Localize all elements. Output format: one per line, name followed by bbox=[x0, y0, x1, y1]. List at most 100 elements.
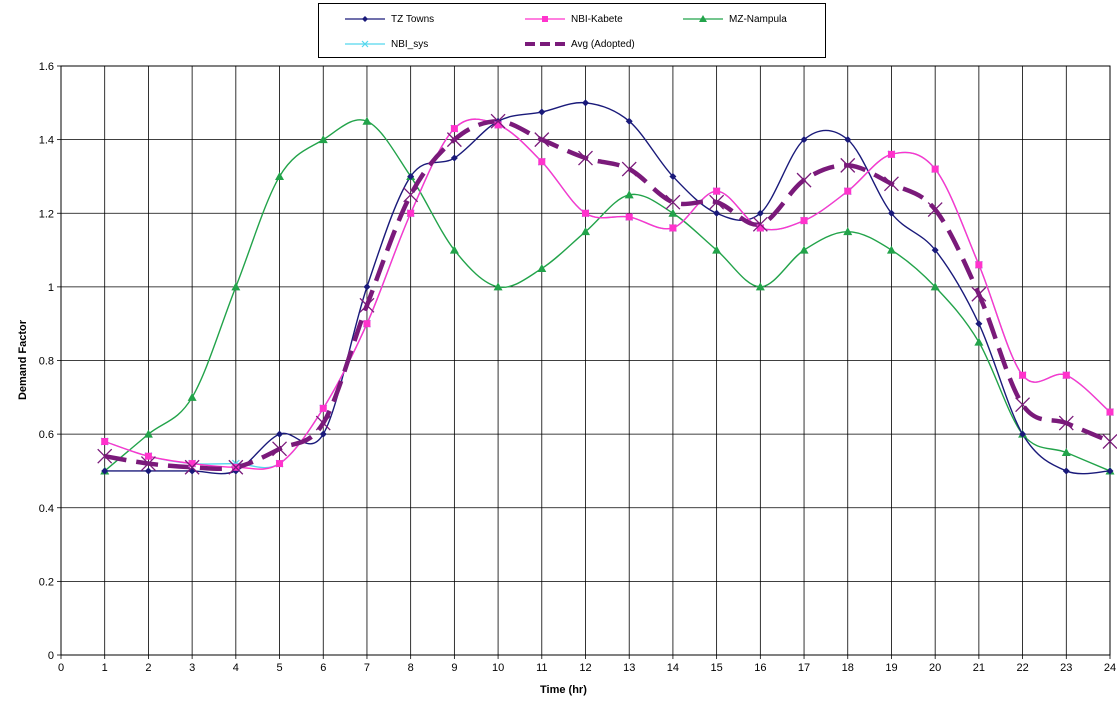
data-point-s0 bbox=[144, 467, 152, 475]
data-point-s0 bbox=[319, 430, 327, 438]
data-point-s4 bbox=[534, 132, 550, 148]
x-tick-label: 24 bbox=[1104, 662, 1116, 674]
plot-border bbox=[60, 65, 1111, 656]
y-tick-label: 0.8 bbox=[39, 356, 54, 368]
data-point-s4 bbox=[927, 202, 943, 218]
x-tick-label: 18 bbox=[842, 662, 854, 674]
data-point-s2 bbox=[755, 282, 765, 291]
series-lines bbox=[104, 101, 1111, 475]
data-point-s1 bbox=[975, 261, 983, 269]
data-point-s4 bbox=[140, 456, 156, 472]
data-point-s4 bbox=[971, 286, 987, 302]
x-axis-title: Time (hr) bbox=[540, 684, 587, 696]
legend-label-avg-adopted: Avg (Adopted) bbox=[571, 39, 635, 50]
x-tick-label: 2 bbox=[145, 662, 151, 674]
data-point-s2 bbox=[712, 245, 722, 254]
data-point-s0 bbox=[407, 172, 415, 180]
data-point-s2 bbox=[275, 171, 285, 180]
data-point-s1 bbox=[188, 460, 196, 468]
x-tick-label: 10 bbox=[492, 662, 504, 674]
data-point-s0 bbox=[756, 209, 764, 217]
data-point-s2 bbox=[624, 190, 634, 199]
x-tick-label: 22 bbox=[1016, 662, 1028, 674]
x-tick-label: 8 bbox=[408, 662, 414, 674]
data-point-s1 bbox=[713, 187, 721, 195]
data-point-s0 bbox=[800, 136, 808, 144]
data-point-s4 bbox=[446, 132, 462, 148]
data-point-s2 bbox=[231, 282, 241, 291]
data-point-s4 bbox=[184, 459, 200, 475]
legend-label-nbi-sys: NBI_sys bbox=[391, 39, 429, 50]
data-point-s2 bbox=[799, 245, 809, 254]
data-point-s1 bbox=[887, 150, 895, 158]
data-point-s4 bbox=[1058, 415, 1074, 431]
data-point-s4 bbox=[621, 161, 637, 177]
x-tick-label: 17 bbox=[798, 662, 810, 674]
data-point-s4 bbox=[883, 176, 899, 192]
data-point-s4 bbox=[403, 187, 419, 203]
x-tick-label: 19 bbox=[885, 662, 897, 674]
data-point-s2 bbox=[187, 392, 197, 401]
data-point-s4 bbox=[490, 113, 506, 129]
x-tick-label: 20 bbox=[929, 662, 941, 674]
data-point-s4 bbox=[840, 157, 856, 173]
data-point-s0 bbox=[363, 283, 371, 291]
y-tick-label: 0 bbox=[48, 650, 54, 662]
data-point-s0 bbox=[538, 108, 546, 116]
data-point-s4 bbox=[665, 194, 681, 210]
data-point-s0 bbox=[669, 172, 677, 180]
legend-swatch-nbi-sys bbox=[345, 40, 385, 48]
data-point-s4 bbox=[228, 459, 244, 475]
data-point-s1 bbox=[407, 209, 415, 217]
data-point-s2 bbox=[886, 245, 896, 254]
data-point-s4 bbox=[359, 297, 375, 313]
gridlines bbox=[60, 65, 1111, 656]
data-point-s1 bbox=[582, 209, 589, 217]
x-tick-label: 11 bbox=[536, 662, 547, 674]
data-point-s4 bbox=[97, 448, 113, 464]
data-point-s1 bbox=[363, 320, 371, 328]
data-point-s4 bbox=[752, 216, 768, 232]
y-tick-label: 0.2 bbox=[39, 576, 54, 588]
y-tick-label: 0.6 bbox=[39, 429, 54, 441]
x-tick-label: 15 bbox=[711, 662, 723, 674]
data-point-s0 bbox=[1106, 467, 1114, 475]
data-point-s0 bbox=[1062, 467, 1070, 475]
series-line-4 bbox=[104, 118, 1111, 472]
x-tick-label: 1 bbox=[102, 662, 108, 674]
data-point-s4 bbox=[1015, 397, 1031, 413]
data-point-s0 bbox=[276, 430, 284, 438]
data-point-s1 bbox=[319, 404, 327, 412]
x-tick-label: 7 bbox=[364, 662, 370, 674]
axes: 0 1 2 3 4 5 6 7 8 9 10 11 12 13 14 15 16 17 18 19 20 21 22 23 24… bbox=[39, 61, 1116, 674]
data-point-s1 bbox=[625, 213, 633, 221]
data-point-s2 bbox=[362, 116, 372, 125]
data-point-s1 bbox=[276, 460, 284, 468]
series-markers bbox=[97, 99, 1117, 475]
data-point-s2 bbox=[1061, 448, 1071, 457]
data-point-s2 bbox=[318, 135, 328, 144]
y-tick-label: 1.2 bbox=[39, 208, 54, 220]
x-tick-label: 3 bbox=[189, 662, 195, 674]
data-point-s0 bbox=[931, 246, 939, 254]
series-line-2 bbox=[104, 119, 1111, 472]
legend-swatch-nbi-kabete bbox=[525, 16, 565, 22]
legend: TZ Towns NBI-Kabete MZ-Nampula NBI_sys A… bbox=[318, 3, 826, 58]
legend-swatch-mz-nampula bbox=[683, 15, 723, 22]
data-point-s4 bbox=[315, 415, 331, 431]
x-tick-label: 4 bbox=[233, 662, 239, 674]
data-point-s4 bbox=[796, 172, 812, 188]
data-point-s4 bbox=[578, 150, 593, 166]
data-point-s1 bbox=[450, 125, 458, 133]
x-tick-label: 6 bbox=[320, 662, 326, 674]
data-point-s4 bbox=[272, 441, 288, 457]
data-point-s4 bbox=[1102, 434, 1117, 449]
data-point-s2 bbox=[537, 263, 547, 272]
data-point-s2 bbox=[449, 245, 459, 254]
x-tick-label: 5 bbox=[276, 662, 282, 674]
data-point-s0 bbox=[975, 320, 983, 328]
x-tick-label: 23 bbox=[1060, 662, 1072, 674]
series-line-1 bbox=[104, 118, 1111, 470]
data-point-s0 bbox=[625, 117, 633, 125]
x-tick-label: 9 bbox=[451, 662, 457, 674]
